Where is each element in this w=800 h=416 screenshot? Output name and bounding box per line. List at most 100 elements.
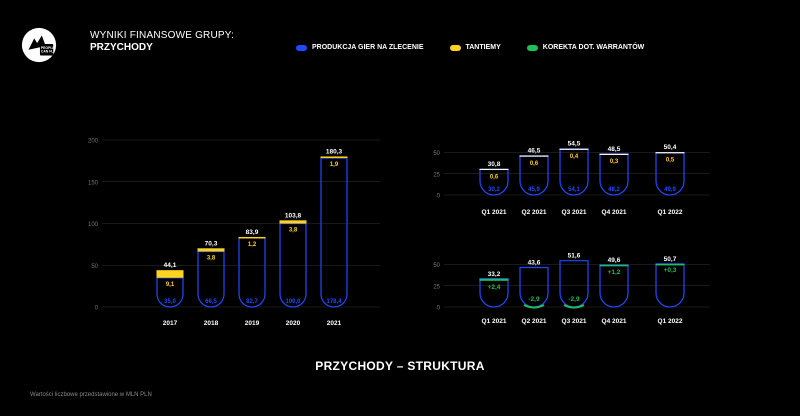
legend-label: TANTIEMY	[465, 44, 501, 51]
total-label: 50,4	[664, 144, 677, 151]
bar-warrants	[563, 304, 585, 309]
bar-production	[479, 168, 509, 196]
warrants-label: +0,3	[664, 267, 677, 274]
x-tick-label: Q1 2022	[658, 318, 683, 325]
bar-warrants	[655, 263, 685, 266]
warrants-label: -2,9	[568, 296, 580, 303]
x-tick-label: 2020	[286, 320, 301, 327]
footnote: Wartości liczbowe przedstawione w MLN PL…	[30, 392, 152, 398]
legend-label: PRODUKCJA GIER NA ZLECENIE	[312, 44, 424, 51]
royalties-label: 1,2	[248, 242, 257, 248]
y-tick-label: 200	[88, 139, 99, 145]
bar-production	[279, 222, 307, 308]
x-tick-label: 2021	[327, 320, 342, 327]
svg-text:PEOPLE: PEOPLE	[41, 46, 56, 50]
legend-item-royalties: TANTIEMY	[449, 44, 501, 51]
x-tick-label: Q4 2021	[602, 318, 627, 325]
y-tick-label: 100	[88, 222, 99, 228]
total-label: 180,3	[326, 148, 343, 155]
production-label: 66,5	[205, 299, 217, 305]
bar-production	[599, 264, 629, 308]
x-tick-label: Q2 2021	[522, 209, 547, 216]
x-tick-label: Q2 2021	[522, 318, 547, 325]
legend-item-production: PRODUKCJA GIER NA ZLECENIE	[296, 44, 424, 51]
total-label: 83,9	[246, 229, 259, 236]
total-label: 43,6	[528, 259, 541, 266]
royalties-label: 1,9	[330, 162, 339, 168]
warrants-label: +2,4	[488, 284, 501, 291]
y-tick-label: 0	[437, 306, 441, 312]
bar-production	[519, 155, 549, 196]
production-label: 45,9	[528, 187, 540, 193]
bar-royalties	[156, 270, 184, 278]
bar-production	[479, 278, 509, 308]
royalties-label: 0,6	[490, 174, 499, 180]
total-label: 54,5	[568, 141, 581, 148]
y-tick-label: 50	[91, 264, 98, 270]
bar-warrants	[479, 278, 509, 281]
y-tick-label: 25	[433, 172, 440, 178]
bar-production	[655, 151, 685, 196]
bar-royalties	[320, 156, 348, 159]
x-tick-label: Q1 2021	[482, 209, 507, 216]
bar-royalties	[279, 220, 307, 224]
bar-warrants	[599, 264, 629, 267]
x-tick-label: Q3 2021	[562, 209, 587, 216]
legend-swatch-yellow	[449, 44, 461, 51]
y-tick-label: 50	[433, 263, 440, 269]
production-label: 30,2	[488, 187, 500, 193]
total-label: 44,1	[164, 262, 177, 269]
bar-production	[599, 153, 629, 196]
royalties-label: 0,3	[610, 159, 619, 165]
page-title-line2: PRZYCHODY	[90, 42, 153, 53]
total-label: 49,6	[608, 257, 621, 264]
bar-royalties	[519, 155, 549, 157]
y-tick-label: 50	[433, 151, 440, 157]
total-label: 103,8	[285, 212, 302, 219]
total-label: 48,5	[608, 146, 621, 153]
legend-swatch-blue	[296, 44, 307, 51]
production-label: 48,2	[608, 187, 620, 193]
bar-royalties	[479, 168, 509, 171]
x-tick-label: Q3 2021	[562, 318, 587, 325]
royalties-label: 9,1	[166, 282, 175, 288]
y-tick-label: 0	[95, 306, 99, 312]
bar-royalties	[238, 236, 266, 239]
production-label: 35,0	[164, 299, 176, 305]
bar-production	[156, 277, 184, 308]
royalties-label: 3,8	[289, 228, 298, 234]
total-label: 51,6	[568, 253, 581, 260]
chart-subtitle: PRZYCHODY – STRUKTURA	[315, 359, 485, 373]
y-tick-label: 25	[433, 284, 440, 290]
x-tick-label: Q4 2021	[602, 209, 627, 216]
production-label: 49,9	[664, 187, 676, 193]
svg-text:CAN FLY: CAN FLY	[41, 50, 56, 54]
x-tick-label: Q1 2021	[482, 318, 507, 325]
royalties-label: 0,5	[666, 158, 675, 164]
x-tick-label: 2019	[245, 320, 260, 327]
bar-royalties	[655, 152, 685, 154]
production-label: 54,1	[568, 187, 580, 193]
total-label: 46,5	[528, 147, 541, 154]
legend: PRODUKCJA GIER NA ZLECENIE TANTIEMY KORE…	[296, 44, 670, 51]
production-label: 82,7	[246, 299, 258, 305]
production-label: 100,0	[285, 299, 301, 305]
total-label: 33,2	[488, 271, 501, 278]
royalties-label: 0,6	[530, 161, 539, 167]
x-tick-label: 2017	[163, 320, 178, 327]
y-tick-label: 150	[88, 180, 99, 186]
legend-item-warrants: KOREKTA DOT. WARRANTÓW	[526, 44, 644, 51]
royalties-label: 0,4	[570, 154, 579, 160]
bar-warrants	[523, 304, 545, 309]
bar-royalties	[599, 153, 629, 155]
warrants-label: -2,9	[528, 296, 540, 303]
bar-production	[655, 263, 685, 308]
total-label: 50,7	[664, 256, 677, 263]
total-label: 30,8	[488, 161, 501, 168]
total-label: 70,3	[205, 240, 218, 247]
royalties-label: 3,8	[207, 255, 216, 261]
bar-production	[197, 250, 225, 308]
warrants-label: +1,2	[608, 269, 621, 276]
bar-royalties	[197, 248, 225, 252]
